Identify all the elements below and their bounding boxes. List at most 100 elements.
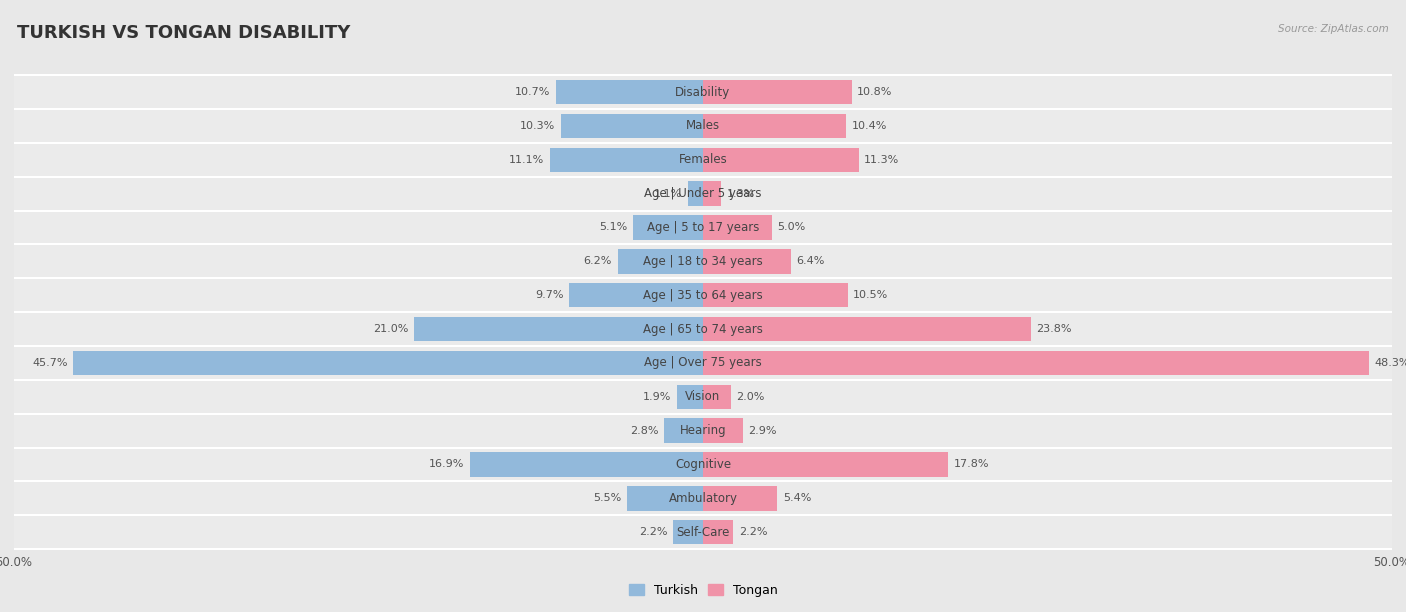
Bar — [688, 181, 703, 206]
Bar — [14, 279, 1392, 311]
Bar — [550, 147, 703, 172]
Text: Age | 35 to 64 years: Age | 35 to 64 years — [643, 289, 763, 302]
Text: 48.3%: 48.3% — [1374, 358, 1406, 368]
Text: 45.7%: 45.7% — [32, 358, 67, 368]
Text: 17.8%: 17.8% — [953, 460, 990, 469]
Bar — [703, 114, 846, 138]
Bar — [14, 244, 1392, 278]
Bar — [676, 384, 703, 409]
Bar — [14, 381, 1392, 412]
Bar — [73, 351, 703, 375]
Bar — [633, 215, 703, 240]
Text: 10.5%: 10.5% — [853, 290, 889, 300]
Text: Age | 5 to 17 years: Age | 5 to 17 years — [647, 221, 759, 234]
Bar — [14, 517, 1392, 548]
Legend: Turkish, Tongan: Turkish, Tongan — [624, 579, 782, 602]
Text: Hearing: Hearing — [679, 424, 727, 437]
Bar — [14, 245, 1392, 277]
Bar — [14, 177, 1392, 209]
Bar — [14, 380, 1392, 414]
Bar — [617, 249, 703, 274]
Text: 2.9%: 2.9% — [748, 425, 778, 436]
Bar — [14, 312, 1392, 346]
Bar — [14, 211, 1392, 244]
Bar — [14, 76, 1392, 108]
Text: 1.9%: 1.9% — [643, 392, 671, 401]
Bar — [14, 449, 1392, 480]
Bar — [14, 447, 1392, 482]
Text: 10.3%: 10.3% — [520, 121, 555, 131]
Bar — [470, 452, 703, 477]
Bar — [14, 144, 1392, 176]
Text: 5.1%: 5.1% — [599, 223, 627, 233]
Bar — [569, 283, 703, 307]
Bar — [703, 419, 742, 443]
Bar — [703, 384, 731, 409]
Bar — [14, 482, 1392, 514]
Bar — [703, 249, 792, 274]
Bar — [14, 414, 1392, 447]
Bar — [14, 177, 1392, 211]
Text: 11.1%: 11.1% — [509, 155, 544, 165]
Text: Ambulatory: Ambulatory — [668, 492, 738, 505]
Bar — [14, 212, 1392, 244]
Bar — [703, 283, 848, 307]
Bar — [14, 110, 1392, 142]
Bar — [14, 482, 1392, 515]
Bar — [665, 419, 703, 443]
Text: 10.7%: 10.7% — [515, 87, 550, 97]
Text: Self-Care: Self-Care — [676, 526, 730, 539]
Text: 2.8%: 2.8% — [630, 425, 659, 436]
Bar — [14, 313, 1392, 345]
Bar — [14, 143, 1392, 177]
Bar — [14, 415, 1392, 447]
Bar — [561, 114, 703, 138]
Text: 2.2%: 2.2% — [638, 527, 668, 537]
Text: 2.2%: 2.2% — [738, 527, 768, 537]
Bar — [703, 215, 772, 240]
Text: Females: Females — [679, 153, 727, 166]
Bar — [703, 80, 852, 104]
Bar — [14, 515, 1392, 549]
Bar — [703, 452, 948, 477]
Bar — [627, 486, 703, 510]
Bar — [703, 147, 859, 172]
Text: 2.0%: 2.0% — [737, 392, 765, 401]
Text: Cognitive: Cognitive — [675, 458, 731, 471]
Text: 16.9%: 16.9% — [429, 460, 464, 469]
Text: 1.1%: 1.1% — [654, 188, 682, 199]
Bar — [703, 317, 1031, 341]
Bar — [703, 181, 721, 206]
Text: 6.4%: 6.4% — [797, 256, 825, 266]
Bar — [703, 520, 734, 544]
Text: Source: ZipAtlas.com: Source: ZipAtlas.com — [1278, 24, 1389, 34]
Text: Age | 18 to 34 years: Age | 18 to 34 years — [643, 255, 763, 268]
Bar — [703, 486, 778, 510]
Bar — [14, 278, 1392, 312]
Text: 10.4%: 10.4% — [852, 121, 887, 131]
Text: Age | 65 to 74 years: Age | 65 to 74 years — [643, 323, 763, 335]
Text: 5.5%: 5.5% — [593, 493, 621, 503]
Text: 11.3%: 11.3% — [865, 155, 900, 165]
Text: TURKISH VS TONGAN DISABILITY: TURKISH VS TONGAN DISABILITY — [17, 24, 350, 42]
Bar — [672, 520, 703, 544]
Bar — [14, 75, 1392, 109]
Text: 5.4%: 5.4% — [783, 493, 811, 503]
Text: Disability: Disability — [675, 86, 731, 99]
Text: 9.7%: 9.7% — [536, 290, 564, 300]
Text: Vision: Vision — [685, 390, 721, 403]
Bar — [14, 347, 1392, 379]
Text: 5.0%: 5.0% — [778, 223, 806, 233]
Bar — [703, 351, 1368, 375]
Bar — [14, 109, 1392, 143]
Bar — [14, 346, 1392, 380]
Text: 21.0%: 21.0% — [373, 324, 408, 334]
Text: 23.8%: 23.8% — [1036, 324, 1071, 334]
Text: 1.3%: 1.3% — [727, 188, 755, 199]
Bar — [413, 317, 703, 341]
Text: Males: Males — [686, 119, 720, 132]
Text: Age | Over 75 years: Age | Over 75 years — [644, 356, 762, 370]
Text: 10.8%: 10.8% — [858, 87, 893, 97]
Text: Age | Under 5 years: Age | Under 5 years — [644, 187, 762, 200]
Text: 6.2%: 6.2% — [583, 256, 612, 266]
